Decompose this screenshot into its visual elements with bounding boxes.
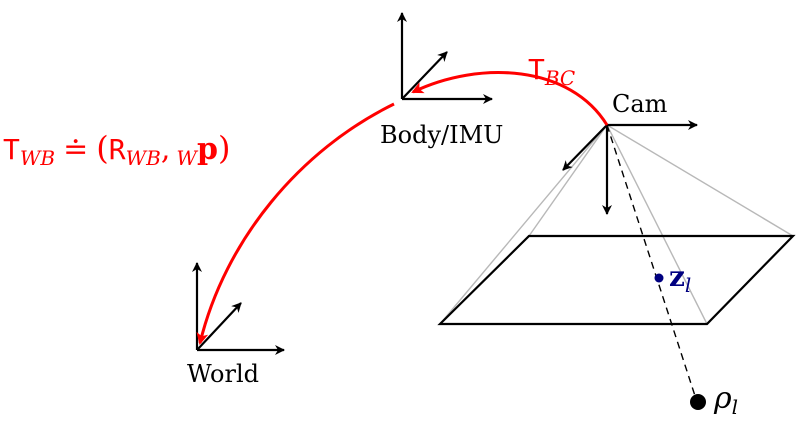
cam-y-axis: [562, 124, 608, 171]
image-plane: [437, 234, 796, 326]
t-wb-label: TWB ≐ (RWB, Wp): [3, 129, 230, 170]
projection-ray: [606, 124, 698, 403]
cam-frame-label: Cam: [612, 90, 668, 118]
camera-frustum-edges: [439, 124, 794, 325]
landmark-point: [690, 394, 706, 410]
body-frame-axes: [397, 12, 493, 104]
body-frame-label: Body/IMU: [380, 121, 503, 149]
t-bc-label: TBC: [528, 53, 575, 90]
camera-frame-axes: [562, 120, 698, 215]
body-y-axis: [401, 51, 448, 100]
observation-label: zl: [669, 260, 691, 297]
observation-point: [654, 273, 664, 283]
t-bc-arc: [411, 71, 609, 126]
world-frame-label: World: [187, 360, 259, 388]
landmark-label: ρl: [713, 381, 738, 419]
t-wb-arc: [196, 102, 395, 345]
